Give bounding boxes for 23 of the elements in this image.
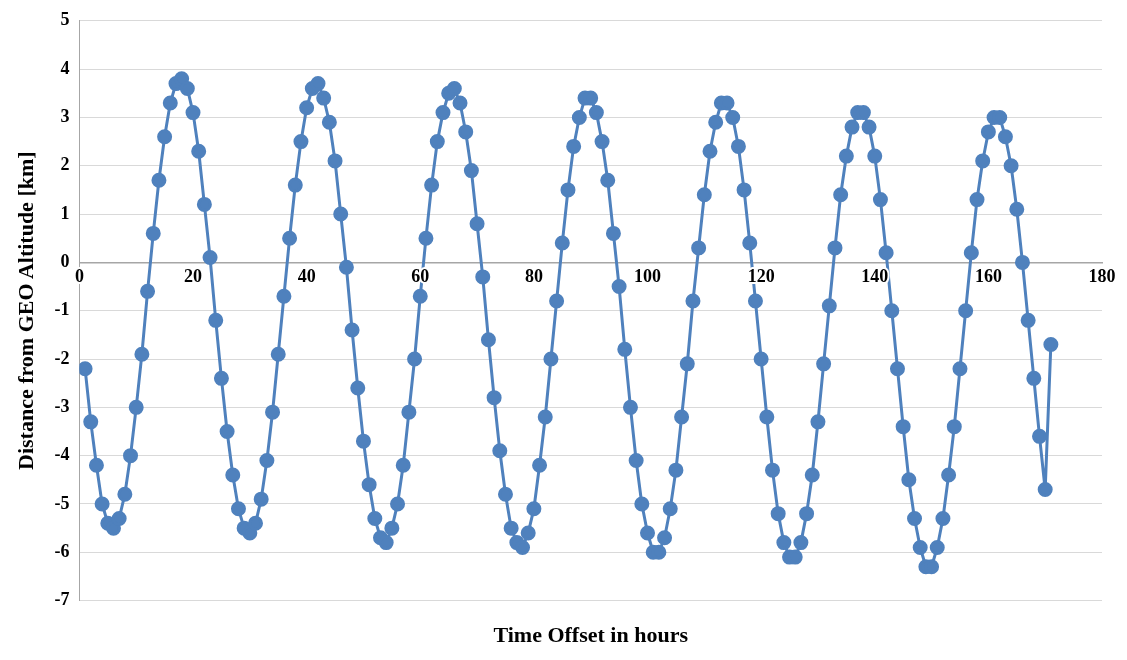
y-tick-label: -3: [54, 395, 70, 416]
y-tick-label: 0: [60, 251, 70, 272]
y-tick-label: 1: [60, 202, 70, 223]
x-tick-label: 180: [1088, 266, 1116, 287]
y-axis-title: Distance from GEO Altitude [km]: [12, 151, 38, 470]
y-tick-label: -6: [54, 540, 70, 561]
y-tick-label: -2: [54, 347, 70, 368]
y-tick-label: -7: [54, 589, 70, 610]
y-tick-label: -4: [54, 444, 70, 465]
x-tick-label: 160: [974, 266, 1002, 287]
x-tick-label: 80: [524, 266, 543, 287]
x-tick-label: 140: [861, 266, 889, 287]
y-tick-label: -1: [54, 299, 70, 320]
x-tick-label: 100: [634, 266, 662, 287]
x-tick-label: 20: [184, 266, 203, 287]
y-tick-label: -5: [54, 492, 70, 513]
x-tick-label: 0: [74, 266, 84, 287]
x-axis-title: Time Offset in hours: [493, 622, 689, 648]
y-tick-label: 5: [60, 9, 70, 30]
y-tick-label: 3: [60, 106, 70, 127]
y-tick-label: 2: [60, 154, 70, 175]
x-tick-label: 40: [297, 266, 316, 287]
y-tick-label: 4: [60, 57, 70, 78]
